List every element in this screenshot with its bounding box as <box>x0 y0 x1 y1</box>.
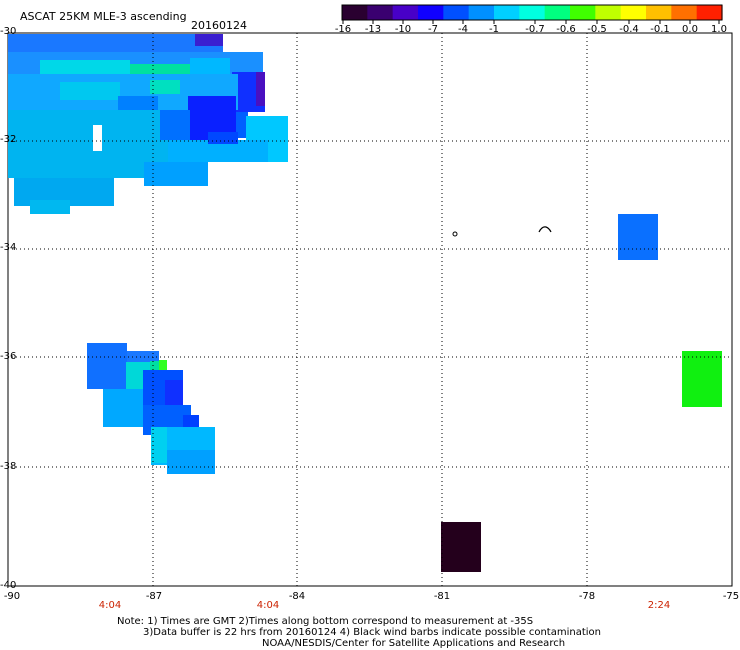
colorbar-segment <box>468 5 495 20</box>
time-label: 4:04 <box>256 600 280 611</box>
wind-cell <box>60 82 120 100</box>
wind-cell <box>183 415 199 429</box>
lon-label: -90 <box>3 591 21 602</box>
product-date: 20160124 <box>191 19 247 32</box>
colorbar-label: -0.7 <box>525 24 545 35</box>
colorbar-label: 0.0 <box>682 24 698 35</box>
colorbar-segment <box>595 5 622 20</box>
colorbar-label: -0.5 <box>587 24 607 35</box>
colorbar-segment <box>671 5 698 20</box>
lon-label: -84 <box>288 591 306 602</box>
lon-label: -78 <box>578 591 596 602</box>
colorbar-label: -1 <box>489 24 499 35</box>
colorbar-border <box>341 4 723 21</box>
lon-label: -81 <box>433 591 451 602</box>
colorbar-label: -4 <box>458 24 468 35</box>
lon-label: -87 <box>145 591 163 602</box>
data-gap <box>93 125 102 151</box>
wind-cell <box>30 200 70 214</box>
colorbar-segment <box>443 5 470 20</box>
wind-cell <box>190 58 230 74</box>
colorbar-segment <box>494 5 520 20</box>
colorbar-label: -0.4 <box>619 24 639 35</box>
colorbar-segment <box>620 5 647 20</box>
colorbar-segment <box>544 5 571 20</box>
colorbar-segment <box>519 5 546 20</box>
note-line-2: 3)Data buffer is 22 hrs from 20160124 4)… <box>143 627 601 638</box>
wind-swath-southwest <box>87 343 215 474</box>
colorbar-segment <box>570 5 596 20</box>
island-outline <box>452 231 458 237</box>
lat-label: -38 <box>0 461 17 472</box>
note-line-1: Note: 1) Times are GMT 2)Times along bot… <box>117 616 534 627</box>
colorbar-label: -7 <box>428 24 438 35</box>
colorbar-segment <box>646 5 672 20</box>
colorbar-label: -16 <box>334 24 352 35</box>
wind-cell-east-blue <box>618 214 658 260</box>
wind-cell <box>256 72 265 106</box>
lon-label: -75 <box>722 591 740 602</box>
colorbar-label: -13 <box>364 24 382 35</box>
island-outline <box>538 226 552 233</box>
colorbar-segment <box>367 5 394 20</box>
wind-swath-northwest <box>8 34 288 214</box>
lat-label: -36 <box>0 351 17 362</box>
wind-cell <box>167 450 215 474</box>
lat-label: -40 <box>0 580 17 591</box>
wind-cell <box>40 60 130 78</box>
time-label: 4:04 <box>98 600 122 611</box>
lat-label: -34 <box>0 242 17 253</box>
wind-cell-east-green <box>682 351 722 407</box>
colorbar-segment <box>418 5 444 20</box>
colorbar-label: 1.0 <box>711 24 727 35</box>
wind-cell <box>168 140 268 162</box>
colorbar-segment <box>696 5 723 20</box>
wind-cell <box>103 389 145 427</box>
colorbar-label: -0.1 <box>650 24 670 35</box>
wind-cell <box>159 360 167 370</box>
wind-cell <box>150 80 180 94</box>
wind-cell-south-dark <box>441 522 481 572</box>
colorbar-segment <box>392 5 419 20</box>
colorbar-segment <box>342 5 368 20</box>
wind-cell <box>87 343 127 389</box>
wind-cell <box>144 162 208 186</box>
lat-label: -32 <box>0 134 17 145</box>
product-title: ASCAT 25KM MLE-3 ascending <box>20 10 187 23</box>
colorbar-label: -10 <box>394 24 412 35</box>
wind-cell <box>8 34 223 52</box>
credit-line: NOAA/NESDIS/Center for Satellite Applica… <box>262 638 566 649</box>
colorbar-label: -0.6 <box>556 24 576 35</box>
wind-cell <box>151 427 167 463</box>
graticule <box>8 33 732 586</box>
lat-label: -30 <box>0 26 17 37</box>
time-label: 2:24 <box>647 600 671 611</box>
colorbar <box>342 5 723 24</box>
wind-cell <box>160 110 190 140</box>
wind-cell <box>208 132 238 144</box>
plot-frame <box>7 32 733 587</box>
wind-cell <box>195 34 223 46</box>
wind-cell <box>236 112 248 138</box>
